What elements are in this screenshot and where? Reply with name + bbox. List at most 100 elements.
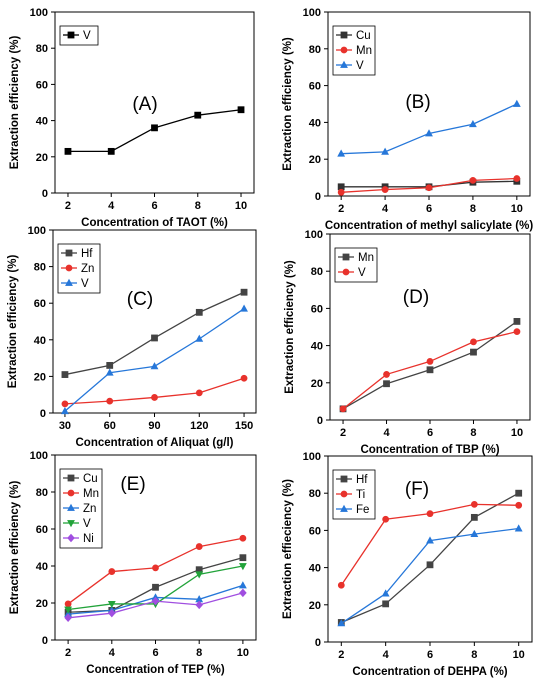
data-point	[195, 543, 203, 550]
data-point	[152, 564, 159, 572]
legend-label: Fe	[356, 504, 369, 516]
data-point	[195, 334, 204, 342]
panel-label: (B)	[405, 92, 430, 113]
legend-label: V	[356, 60, 364, 72]
y-tick-label: 20	[34, 371, 46, 383]
x-tick-label: 2	[338, 649, 344, 661]
data-point	[337, 188, 345, 196]
x-tick-label: 6	[427, 427, 433, 439]
data-point	[151, 124, 158, 132]
legend-label: Ni	[83, 533, 94, 545]
data-point	[106, 362, 114, 369]
data-point	[381, 589, 390, 597]
x-tick-label: 10	[513, 649, 525, 661]
x-tick-label: 6	[151, 200, 157, 212]
data-point	[382, 515, 390, 523]
x-tick-label: 8	[195, 200, 201, 212]
y-tick-label: 60	[311, 303, 323, 315]
legend-swatch-marker	[340, 475, 348, 483]
x-tick-label: 6	[152, 647, 158, 659]
x-tick-label: 2	[65, 200, 71, 212]
x-axis-title: Concentration of TAOT (%)	[81, 217, 228, 229]
panel-label: (A)	[132, 94, 157, 115]
x-tick-label: 8	[196, 647, 202, 659]
y-tick-label: 0	[42, 635, 48, 647]
legend-label: Cu	[83, 473, 98, 485]
data-point	[381, 186, 389, 193]
data-point	[514, 524, 523, 532]
series-mn	[337, 175, 521, 196]
data-point	[237, 106, 245, 114]
data-point	[195, 389, 203, 397]
data-point	[195, 308, 203, 316]
data-point	[64, 606, 73, 614]
y-tick-label: 20	[309, 600, 321, 612]
y-tick-label: 0	[42, 188, 48, 200]
data-point	[240, 304, 248, 312]
legend-swatch-marker	[67, 520, 75, 528]
series-fe	[337, 524, 523, 627]
x-axis-title: Concentration of Aliquat (g/l)	[75, 437, 233, 449]
data-point	[425, 129, 433, 137]
y-axis-title: Extraction efficiency (%)	[9, 36, 21, 170]
data-point	[337, 149, 346, 157]
x-tick-label: 6	[427, 649, 433, 661]
x-axis-title: Concentration of TBP (%)	[360, 444, 499, 456]
x-tick-label: 6	[426, 203, 432, 215]
legend-swatch-marker	[67, 31, 75, 39]
legend-label: Ti	[356, 489, 365, 501]
y-axis-title: Extraction efficiency (%)	[282, 37, 294, 171]
panel-label: (C)	[127, 289, 153, 310]
y-tick-label: 20	[36, 598, 48, 610]
data-point	[426, 366, 434, 374]
data-point	[337, 619, 346, 627]
series-v	[339, 328, 521, 413]
data-point	[61, 406, 69, 415]
y-tick-label: 100	[305, 229, 323, 241]
legend-label: Zn	[83, 503, 96, 515]
legend-label: Hf	[81, 248, 93, 260]
legend-box	[334, 247, 378, 283]
data-point	[426, 536, 434, 544]
data-point	[194, 111, 202, 119]
x-tick-label: 10	[511, 203, 523, 215]
y-tick-label: 60	[309, 525, 321, 537]
x-tick-label: 8	[470, 427, 476, 439]
data-point	[151, 394, 158, 401]
y-axis-title: Extraction efficiency (%)	[9, 481, 21, 615]
legend-swatch-marker	[340, 504, 348, 512]
y-tick-label: 60	[34, 298, 46, 310]
data-point	[64, 600, 72, 608]
data-point	[107, 147, 115, 155]
data-point	[426, 510, 434, 518]
data-point	[383, 371, 390, 378]
x-tick-label: 10	[235, 200, 247, 212]
data-point	[426, 561, 434, 569]
data-point	[425, 184, 433, 192]
x-tick-label: 8	[471, 649, 477, 661]
y-tick-label: 100	[28, 225, 46, 237]
legend-swatch-marker	[340, 60, 348, 68]
y-tick-label: 80	[36, 43, 48, 55]
data-point	[240, 374, 248, 382]
legend-swatch-marker	[67, 533, 75, 543]
data-point	[239, 588, 247, 598]
y-tick-label: 100	[30, 7, 48, 19]
series-line	[342, 320, 518, 410]
x-tick-label: 120	[190, 420, 208, 432]
legend-swatch-marker	[340, 46, 348, 54]
x-tick-label: 4	[383, 649, 390, 661]
series-ni	[64, 588, 247, 623]
y-tick-label: 100	[30, 450, 48, 462]
data-point	[513, 328, 521, 336]
legend: Hf Ti Fe	[332, 469, 376, 520]
y-tick-label: 0	[317, 415, 323, 427]
legend-label: Hf	[356, 474, 368, 486]
y-tick-label: 20	[309, 154, 321, 166]
x-tick-label: 4	[382, 203, 389, 215]
x-tick-label: 4	[109, 647, 116, 659]
data-point	[105, 368, 114, 376]
legend-label: Cu	[356, 30, 371, 42]
